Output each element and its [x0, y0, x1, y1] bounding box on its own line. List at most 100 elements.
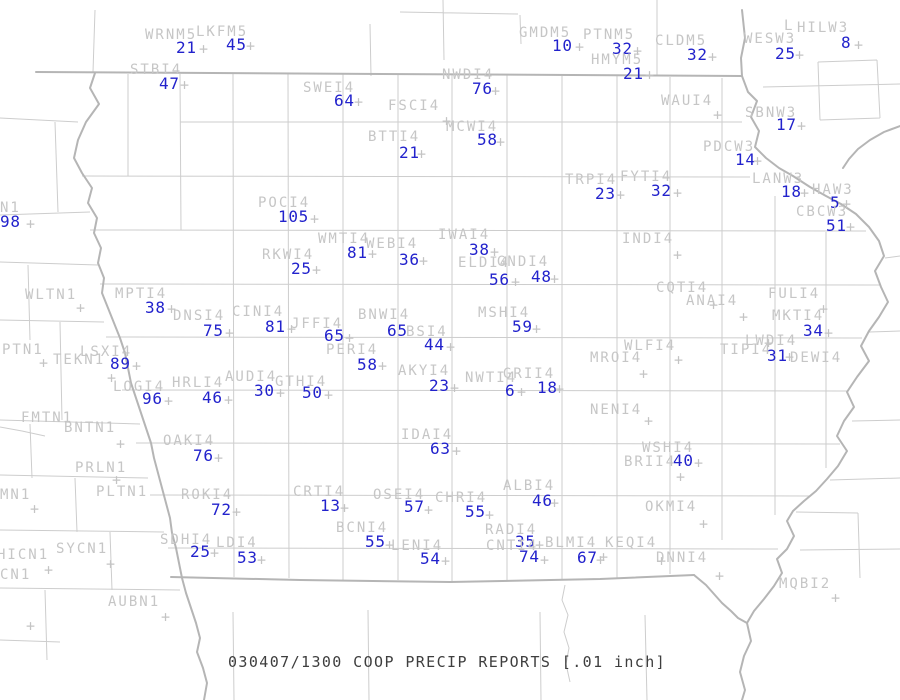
- station-value: 51: [826, 216, 847, 235]
- station-marker-icon: +: [199, 40, 209, 58]
- station-marker-icon: +: [854, 36, 864, 54]
- station-label: AUBN1: [108, 594, 161, 610]
- station-marker-icon: +: [378, 357, 388, 375]
- station-label: PTN1: [2, 342, 44, 358]
- station-label: GRII4: [503, 366, 556, 382]
- station-marker-icon: +: [699, 515, 709, 533]
- station-marker-icon: +: [345, 329, 355, 347]
- station-value: 46: [532, 491, 553, 510]
- station-value: 17: [776, 115, 797, 134]
- station-marker-icon: +: [639, 365, 649, 383]
- station-value: 23: [429, 376, 450, 395]
- station-value: 25: [291, 259, 312, 278]
- station-marker-icon: +: [26, 215, 36, 233]
- station-marker-icon: +: [30, 500, 40, 518]
- station-value: 54: [420, 549, 441, 568]
- station-label: JFFI4: [291, 316, 344, 332]
- station-value: 55: [365, 532, 386, 551]
- station-marker-icon: +: [385, 536, 395, 554]
- station-label: CHRI4: [435, 490, 488, 506]
- station-value: 50: [302, 383, 323, 402]
- station-label: CLDM5: [655, 33, 708, 49]
- station-value: 58: [477, 130, 498, 149]
- station-marker-icon: +: [161, 608, 171, 626]
- station-marker-icon: +: [739, 308, 749, 326]
- station-label: HRLI4: [172, 375, 225, 391]
- station-label: BCNI4: [336, 520, 389, 536]
- station-label: WSHI4: [642, 440, 695, 456]
- station-label: LENI4: [391, 538, 444, 554]
- station-marker-icon: +: [575, 38, 585, 56]
- station-value: 36: [399, 250, 420, 269]
- station-label: IWAI4: [438, 227, 491, 243]
- station-label: WESW3: [744, 31, 797, 47]
- station-marker-icon: +: [596, 551, 606, 569]
- station-value: 44: [424, 335, 445, 354]
- station-marker-icon: +: [555, 380, 565, 398]
- station-label: WAUI4: [661, 93, 714, 109]
- station-label: NWDI4: [442, 67, 495, 83]
- station-marker-icon: +: [164, 392, 174, 410]
- station-value: 56: [489, 270, 510, 289]
- station-label: RKWI4: [262, 247, 315, 263]
- station-marker-icon: +: [441, 552, 451, 570]
- station-label: DEWI4: [790, 350, 843, 366]
- station-label: SBNW3: [745, 105, 798, 121]
- station-value: 38: [469, 240, 490, 259]
- station-value: 64: [334, 91, 355, 110]
- station-marker-icon: +: [232, 503, 242, 521]
- station-marker-icon: +: [657, 552, 667, 570]
- station-label: GNDI4: [497, 254, 550, 270]
- station-value: 23: [595, 184, 616, 203]
- station-label: MQBI2: [779, 576, 832, 592]
- station-value: 35: [515, 532, 536, 551]
- station-marker-icon: +: [517, 383, 527, 401]
- station-value: 81: [265, 317, 286, 336]
- station-value: 96: [142, 389, 163, 408]
- station-value: 46: [202, 388, 223, 407]
- station-marker-icon: +: [424, 501, 434, 519]
- station-label: L: [784, 18, 795, 34]
- station-marker-icon: +: [708, 48, 718, 66]
- station-marker-icon: +: [713, 106, 723, 124]
- station-value: 74: [519, 547, 540, 566]
- station-value: 58: [357, 355, 378, 374]
- station-label: INDI4: [622, 231, 675, 247]
- station-label: GMDM5: [519, 25, 572, 41]
- station-label: POCI4: [258, 195, 311, 211]
- station-marker-icon: +: [846, 218, 856, 236]
- station-marker-icon: +: [490, 243, 500, 261]
- station-value: 65: [387, 321, 408, 340]
- station-marker-icon: +: [676, 468, 686, 486]
- station-value: 25: [775, 44, 796, 63]
- station-label: NWTI4: [465, 370, 518, 386]
- station-marker-icon: +: [535, 536, 545, 554]
- station-label: LKFM5: [196, 24, 249, 40]
- station-label: MSHI4: [478, 305, 531, 321]
- station-value: 14: [735, 150, 756, 169]
- station-value: 72: [211, 500, 232, 519]
- station-value: 105: [278, 207, 309, 226]
- station-label: HILW3: [797, 20, 850, 36]
- station-label: MKTI4: [772, 308, 825, 324]
- station-marker-icon: +: [819, 300, 829, 318]
- station-label: TEKN1: [53, 352, 106, 368]
- station-marker-icon: +: [210, 544, 220, 562]
- station-marker-icon: +: [257, 551, 267, 569]
- station-marker-icon: +: [764, 334, 774, 352]
- station-marker-icon: +: [167, 300, 177, 318]
- station-label: IDAI4: [401, 427, 454, 443]
- station-label: CNTI4: [486, 538, 539, 554]
- station-label: ALBI4: [503, 478, 556, 494]
- station-value: 5: [830, 193, 841, 212]
- station-label: WEBI4: [366, 236, 419, 252]
- map-caption: 030407/1300 COOP PRECIP REPORTS [.01 inc…: [228, 653, 667, 671]
- station-marker-icon: +: [324, 386, 334, 404]
- station-value: 21: [399, 143, 420, 162]
- station-marker-icon: +: [709, 296, 719, 314]
- station-label: BTTI4: [368, 129, 421, 145]
- station-label: WLTN1: [25, 287, 78, 303]
